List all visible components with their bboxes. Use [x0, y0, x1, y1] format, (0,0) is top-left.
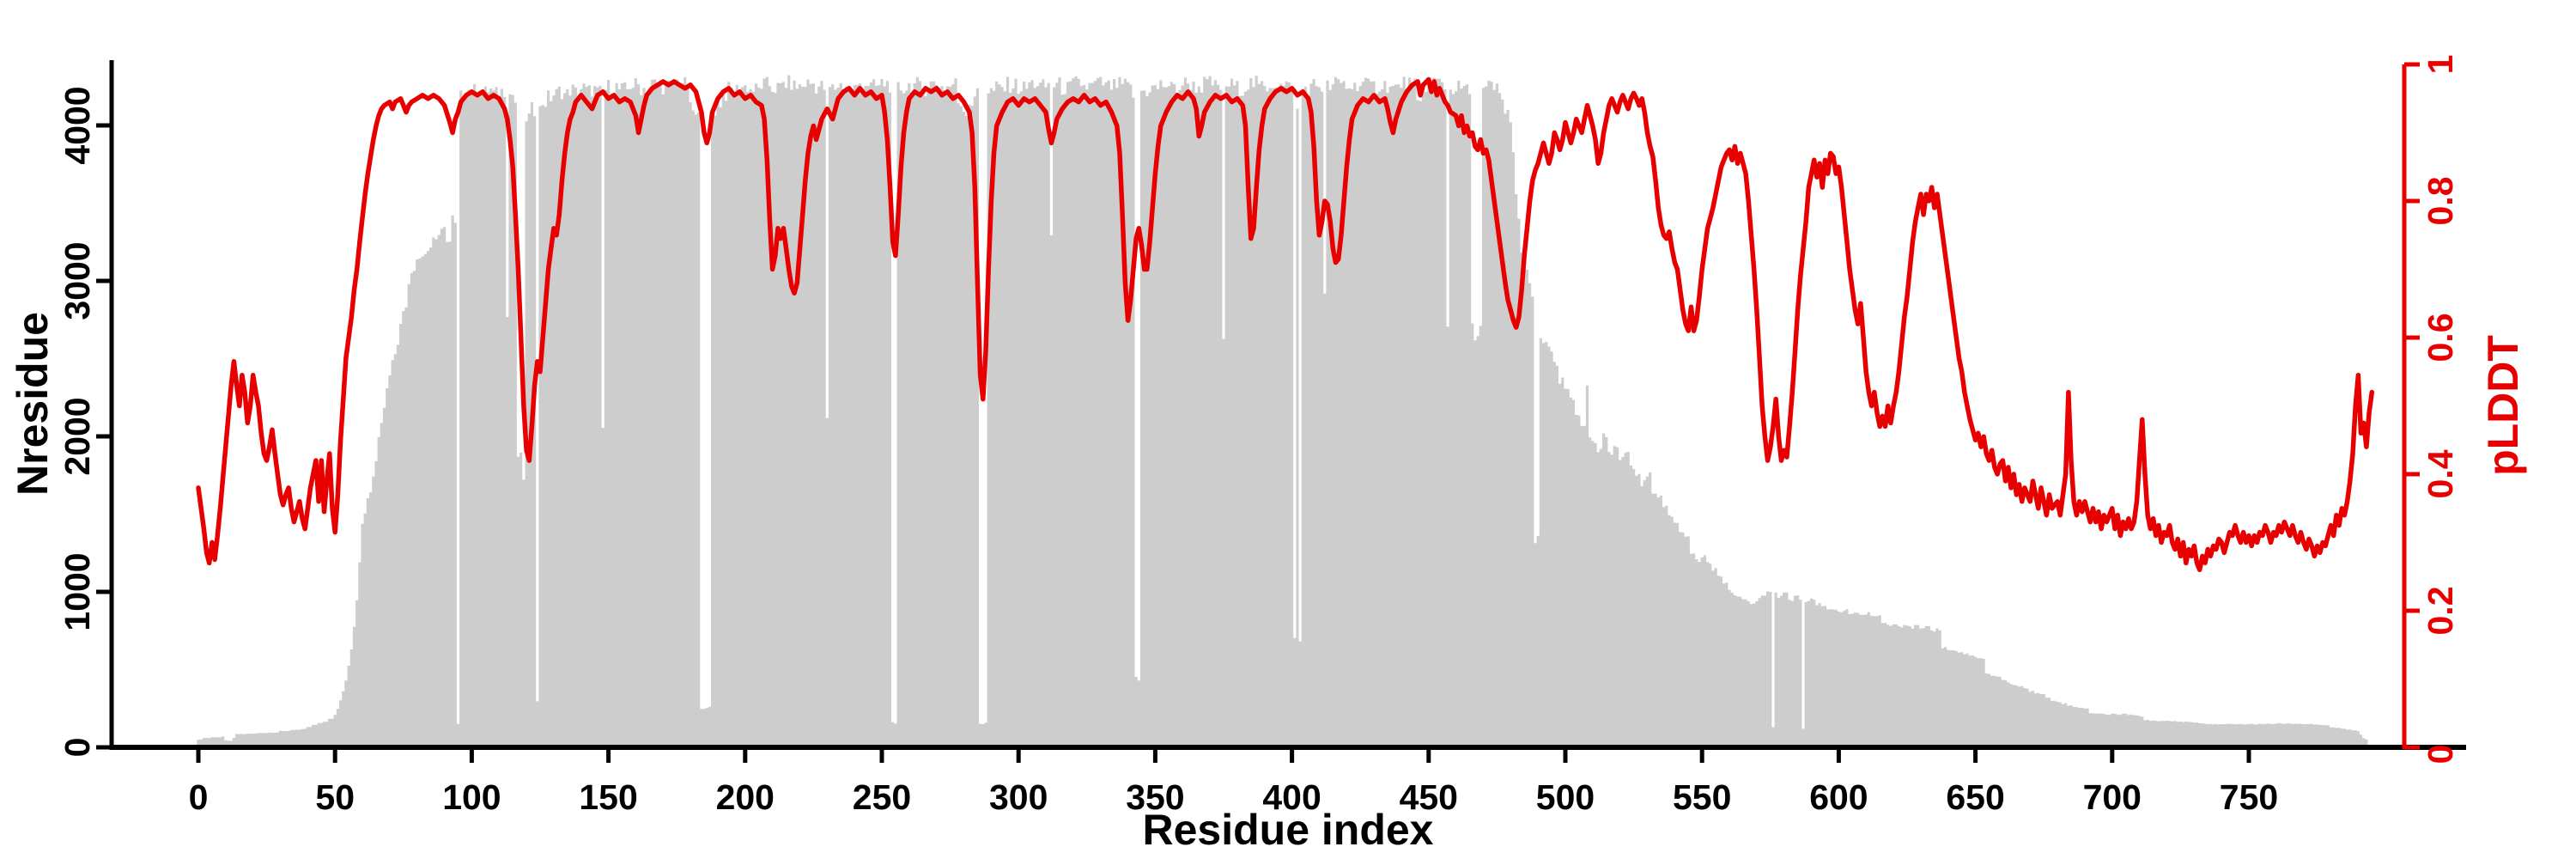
y-left-tick-label: 0	[58, 738, 97, 758]
x-axis-title: Residue index	[1143, 806, 1434, 854]
x-tick-label: 150	[579, 777, 637, 817]
x-tick-label: 400	[1262, 777, 1321, 817]
x-tick-label: 350	[1126, 777, 1184, 817]
y-right-tick-label: 0.8	[2421, 177, 2460, 226]
nresidue-bar-series	[197, 75, 2368, 748]
x-tick-label: 550	[1673, 777, 1731, 817]
y-left-tick-label: 2000	[58, 397, 97, 475]
x-tick-label: 250	[853, 777, 911, 817]
y-axis-left-title: Nresidue	[9, 312, 57, 496]
y-axis-right: 0 0.2 0.4 0.6 0.8 1	[2402, 55, 2460, 765]
plddt-curve	[196, 76, 2375, 573]
y-axis-right-title: pLDDT	[2479, 335, 2527, 476]
x-tick-label: 700	[2083, 777, 2142, 817]
plddt-line-series	[196, 76, 2375, 573]
y-right-tick-label: 1	[2421, 55, 2460, 75]
x-axis: 0 50 100 150 200 250 300 350 400 450 500 550 600 650 7…	[112, 745, 2466, 817]
y-axis-left: 0 1000 2000 3000 4000	[58, 60, 114, 758]
x-tick-label: 750	[2220, 777, 2278, 817]
y-right-tick-label: 0	[2421, 745, 2460, 765]
y-right-tick-label: 0.4	[2421, 449, 2460, 498]
x-tick-label: 650	[1946, 777, 2004, 817]
nresidue-bars	[197, 75, 2368, 748]
y-left-tick-label: 3000	[58, 241, 97, 320]
y-left-tick-label: 4000	[58, 86, 97, 164]
y-right-tick-label: 0.2	[2421, 587, 2460, 636]
y-right-tick-label: 0.6	[2421, 314, 2460, 362]
x-tick-label: 300	[989, 777, 1048, 817]
x-tick-label: 0	[189, 777, 209, 817]
x-tick-label: 600	[1809, 777, 1868, 817]
x-tick-label: 450	[1400, 777, 1458, 817]
y-left-tick-label: 1000	[58, 552, 97, 631]
x-tick-label: 50	[315, 777, 355, 817]
x-tick-label: 500	[1536, 777, 1595, 817]
x-tick-label: 100	[442, 777, 501, 817]
x-tick-label: 200	[716, 777, 775, 817]
